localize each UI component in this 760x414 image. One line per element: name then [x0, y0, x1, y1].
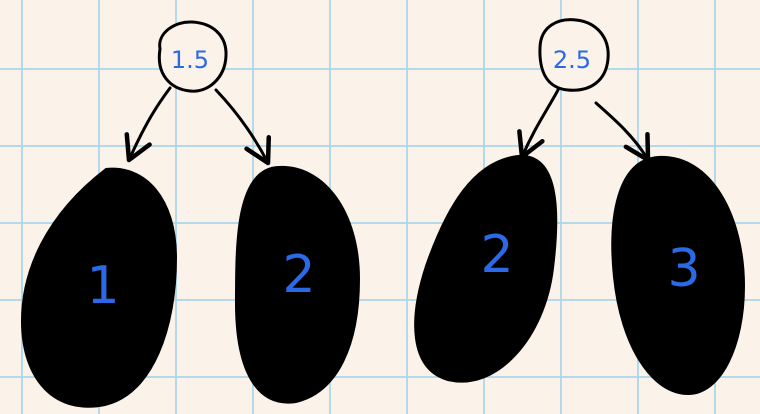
leaf-node-left-1: 1 — [20, 167, 178, 408]
leaf-label-right-2: 3 — [667, 239, 700, 299]
edge-left-to-leaf-2 — [214, 88, 272, 166]
leaf-node-left-2: 2 — [234, 165, 361, 404]
root-node-left: 1.5 — [157, 20, 228, 93]
leaf-label-left-2: 2 — [282, 245, 315, 305]
root-label-left: 1.5 — [171, 46, 209, 74]
leaf-node-right-2: 3 — [611, 155, 746, 396]
edge-right-to-leaf-1 — [517, 88, 560, 160]
tree-left: 1.5 1 2 — [20, 20, 361, 408]
root-node-right: 2.5 — [538, 18, 610, 92]
root-label-right: 2.5 — [553, 46, 591, 74]
tree-right: 2.5 2 3 — [414, 18, 746, 396]
leaf-label-right-1: 2 — [480, 225, 513, 285]
leaf-label-left-1: 1 — [86, 256, 119, 316]
leaf-node-right-1: 2 — [414, 154, 558, 383]
edge-right-to-leaf-2 — [594, 101, 651, 163]
edge-left-to-leaf-1 — [124, 86, 172, 163]
